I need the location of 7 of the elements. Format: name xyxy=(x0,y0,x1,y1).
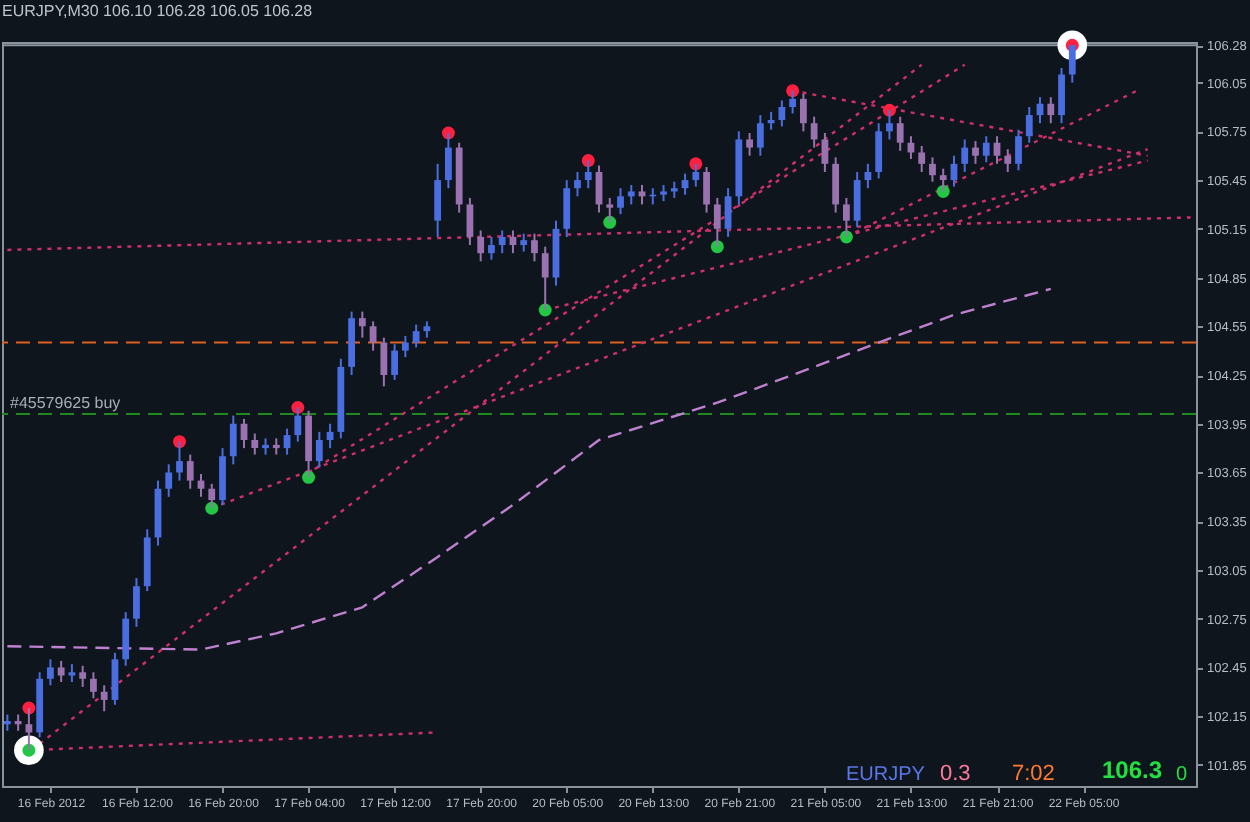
annotation: 0.3 xyxy=(940,762,971,786)
annotation: 0 xyxy=(1176,764,1188,786)
chart-title: EURJPY,M30 106.10 106.28 106.05 106.28 xyxy=(2,2,314,21)
annotation: 7:02 xyxy=(1012,762,1055,786)
annotation: EURJPY xyxy=(846,764,926,786)
annotation: 106.3 xyxy=(1102,756,1163,784)
ref-line-label: #45579625 buy xyxy=(10,394,121,412)
